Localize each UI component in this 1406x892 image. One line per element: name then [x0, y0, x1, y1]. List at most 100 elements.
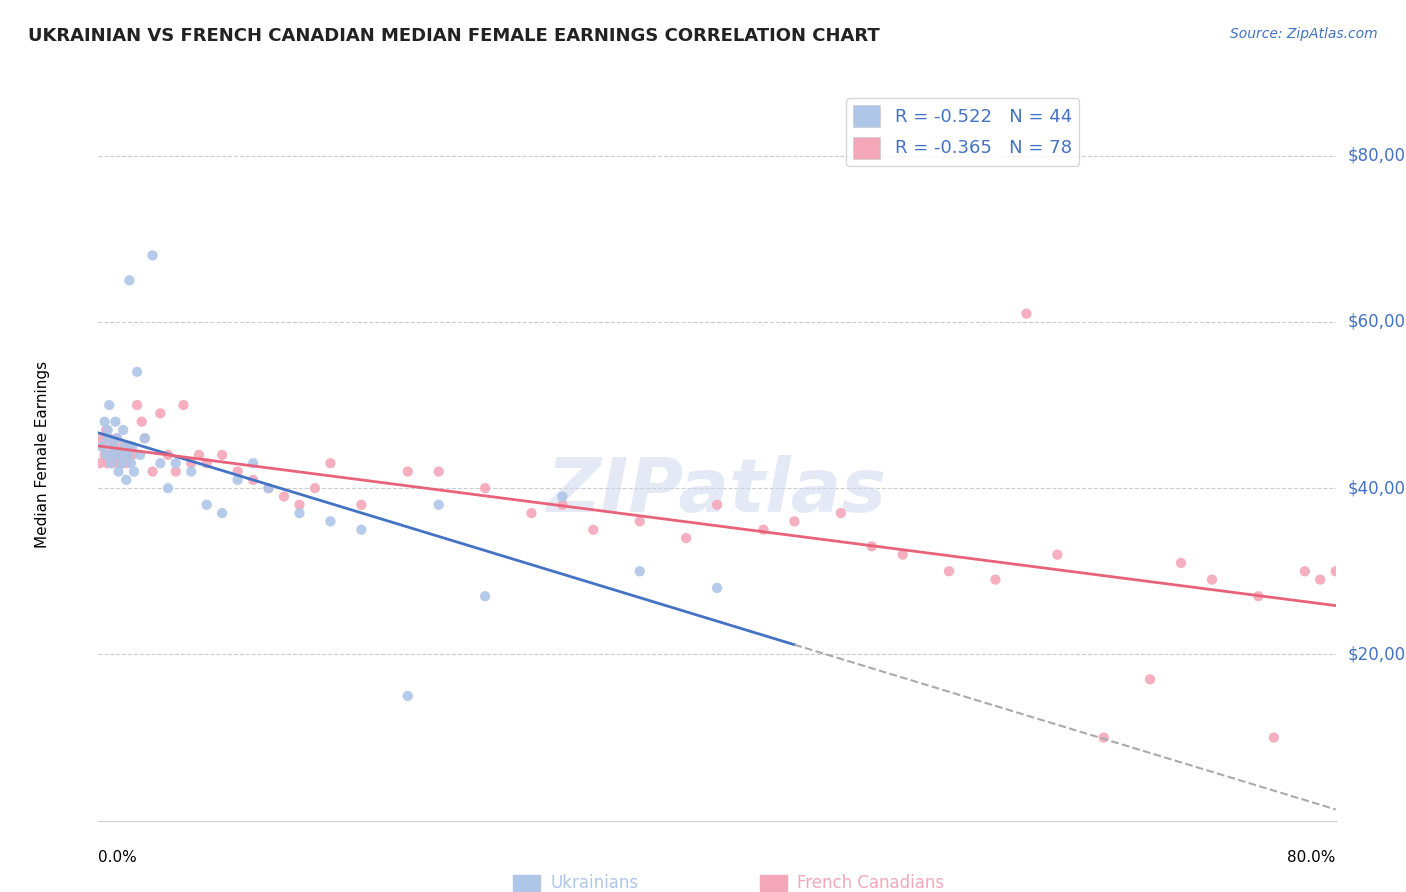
- Text: $80,000: $80,000: [1348, 146, 1406, 165]
- Point: [1371, 573, 1393, 587]
- Point: [121, 440, 143, 454]
- Point: [127, 398, 149, 412]
- Point: [319, 456, 342, 470]
- Point: [112, 440, 135, 454]
- Point: [90, 431, 112, 445]
- FancyBboxPatch shape: [761, 875, 787, 892]
- Point: [105, 431, 128, 445]
- Point: [180, 456, 202, 470]
- Point: [97, 431, 120, 445]
- Point: [1201, 573, 1223, 587]
- Point: [93, 448, 115, 462]
- Point: [96, 423, 118, 437]
- Text: 80.0%: 80.0%: [1288, 850, 1336, 865]
- Point: [242, 456, 264, 470]
- Point: [830, 506, 852, 520]
- Point: [1015, 307, 1038, 321]
- Point: [149, 406, 172, 420]
- Point: [104, 415, 127, 429]
- Point: [551, 498, 574, 512]
- Point: [257, 481, 280, 495]
- Point: [226, 473, 249, 487]
- Point: [211, 506, 233, 520]
- Point: [108, 448, 131, 462]
- Point: [96, 448, 118, 462]
- Point: [93, 415, 115, 429]
- Point: [114, 440, 136, 454]
- Point: [111, 456, 132, 470]
- Point: [114, 448, 136, 462]
- Point: [195, 498, 218, 512]
- Point: [134, 431, 156, 445]
- Point: [1324, 564, 1347, 578]
- Point: [195, 456, 218, 470]
- Point: [149, 456, 172, 470]
- Text: Ukrainians: Ukrainians: [550, 874, 638, 892]
- Point: [551, 490, 574, 504]
- Point: [100, 448, 122, 462]
- Point: [122, 465, 145, 479]
- Point: [1386, 581, 1406, 595]
- Text: $20,000: $20,000: [1348, 646, 1406, 664]
- Point: [1092, 731, 1115, 745]
- Point: [112, 423, 135, 437]
- Point: [1355, 589, 1378, 603]
- Point: [396, 689, 419, 703]
- Point: [288, 498, 311, 512]
- Point: [121, 448, 143, 462]
- Point: [157, 481, 180, 495]
- Point: [273, 490, 295, 504]
- Point: [141, 465, 165, 479]
- Point: [115, 456, 138, 470]
- Text: 0.0%: 0.0%: [98, 850, 138, 865]
- Point: [350, 498, 373, 512]
- Point: [752, 523, 775, 537]
- Point: [520, 506, 543, 520]
- Point: [319, 515, 342, 529]
- Point: [891, 548, 914, 562]
- Point: [118, 273, 141, 287]
- Point: [1309, 573, 1331, 587]
- Point: [105, 431, 128, 445]
- Point: [172, 398, 194, 412]
- Point: [1263, 731, 1285, 745]
- Point: [107, 456, 129, 470]
- Point: [165, 465, 187, 479]
- Point: [141, 248, 165, 262]
- Point: [118, 440, 141, 454]
- Text: French Canadians: French Canadians: [797, 874, 945, 892]
- Point: [115, 473, 138, 487]
- Point: [107, 465, 129, 479]
- Point: [101, 456, 124, 470]
- Point: [180, 465, 202, 479]
- FancyBboxPatch shape: [513, 875, 540, 892]
- Point: [98, 398, 121, 412]
- Point: [188, 448, 211, 462]
- Point: [938, 564, 960, 578]
- Point: [427, 465, 450, 479]
- Point: [104, 448, 127, 462]
- Point: [474, 589, 496, 603]
- Text: UKRAINIAN VS FRENCH CANADIAN MEDIAN FEMALE EARNINGS CORRELATION CHART: UKRAINIAN VS FRENCH CANADIAN MEDIAN FEMA…: [28, 27, 880, 45]
- Point: [706, 581, 728, 595]
- Point: [242, 473, 264, 487]
- Point: [211, 448, 233, 462]
- Point: [984, 573, 1007, 587]
- Point: [288, 506, 311, 520]
- Point: [101, 440, 124, 454]
- Point: [91, 440, 114, 454]
- Point: [706, 498, 728, 512]
- Point: [427, 498, 450, 512]
- Point: [304, 481, 326, 495]
- Point: [129, 448, 152, 462]
- Point: [1294, 564, 1316, 578]
- Point: [474, 481, 496, 495]
- Point: [131, 415, 153, 429]
- Point: [120, 456, 142, 470]
- Point: [257, 481, 280, 495]
- Point: [89, 456, 111, 470]
- Point: [628, 564, 651, 578]
- Point: [1247, 589, 1270, 603]
- Point: [675, 531, 697, 545]
- Text: Median Female Earnings: Median Female Earnings: [35, 361, 51, 549]
